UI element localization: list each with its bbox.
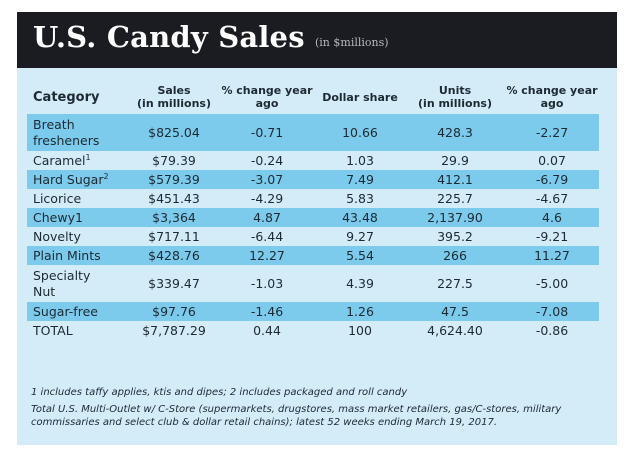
cell-category: Specialty Nut [33,267,91,299]
cell-category: TOTAL [33,322,73,338]
table-header-row: Category Sales (in millions) % change yea… [27,82,599,114]
cell-sales: $7,787.29 [142,322,206,338]
cell-dollar-share: 7.49 [315,170,405,189]
cell-units: 227.5 [437,275,473,291]
table-row: Caramel1 $79.39 -0.24 1.03 29.9 0.07 [27,151,599,170]
table-row: Plain Mints $428.76 12.27 5.54 266 11.27 [27,246,599,265]
cell-category: Caramel1 [33,152,91,168]
table-row: TOTAL $7,787.29 0.44 100 4,624.40 -0.86 [27,321,599,340]
cell-dollar-share: 10.66 [315,114,405,151]
cell-dollar-share: 43.48 [315,208,405,227]
cell-units-change: -9.21 [535,228,569,244]
cell-units: 395.2 [437,228,473,244]
column-header-sales: Sales (in millions) [137,84,211,110]
column-header-dollar-share: Dollar share [322,90,398,104]
cell-units: 47.5 [405,302,505,321]
source-note: Total U.S. Multi-Outlet w/ C-Store (supe… [31,404,562,428]
cell-category: Licorice [33,190,82,206]
cell-sales-change: -4.29 [250,190,284,206]
table-row: Breath fresheners $825.04 -0.71 10.66 428.3 -2… [27,114,599,151]
cell-sales: $428.76 [129,246,219,265]
footnote-marker: 2 [103,171,109,181]
cell-units-change: -5.00 [535,275,569,291]
cell-sales: $451.43 [148,190,200,206]
cell-dollar-share: 1.03 [346,152,374,168]
cell-units-change: -7.08 [505,302,599,321]
cell-units: 266 [405,246,505,265]
cell-category: Sugar-free [27,302,129,321]
table-row: Licorice $451.43 -4.29 5.83 225.7 -4.67 [27,189,599,208]
cell-sales: $717.11 [148,228,200,244]
table-row: Sugar-free $97.76 -1.46 1.26 47.5 -7.08 [27,302,599,321]
footnote-marker: 1 [85,152,91,162]
candy-sales-panel: U.S. Candy Sales (in $millions) Category… [17,12,617,445]
column-header-units: Units (in millions) [418,84,492,110]
candy-sales-table: Category Sales (in millions) % change yea… [27,82,599,340]
cell-sales-change: 4.87 [219,208,315,227]
column-header-category: Category [33,89,100,105]
cell-units: 2,137.90 [405,208,505,227]
cell-sales-change: -0.71 [219,114,315,151]
cell-units-change: 0.07 [538,152,566,168]
table-row: Chewy1 $3,364 4.87 43.48 2,137.90 4.6 [27,208,599,227]
cell-units: 4,624.40 [427,322,483,338]
cell-sales: $579.39 [129,170,219,189]
cell-sales-change: -3.07 [219,170,315,189]
cell-units-change: -4.67 [535,190,569,206]
cell-units-change: 4.6 [505,208,599,227]
cell-category: Novelty [33,228,81,244]
cell-sales-change: -6.44 [250,228,284,244]
footnote: 1 includes taffy applies, ktis and dipes… [31,387,408,398]
column-header-sales-change: % change year ago [221,84,313,110]
cell-category: Chewy1 [27,208,129,227]
cell-units-change: -2.27 [505,114,599,151]
cell-category: Breath fresheners [27,114,129,151]
title-bar: U.S. Candy Sales (in $millions) [17,12,617,68]
cell-sales-change: -1.46 [219,302,315,321]
table-row: Specialty Nut $339.47 -1.03 4.39 227.5 -5.00 [27,265,599,302]
cell-dollar-share: 9.27 [346,228,374,244]
cell-dollar-share: 4.39 [346,275,374,291]
cell-sales: $97.76 [129,302,219,321]
cell-dollar-share: 5.83 [346,190,374,206]
cell-dollar-share: 100 [348,322,372,338]
cell-dollar-share: 1.26 [315,302,405,321]
cell-units-change: -6.79 [505,170,599,189]
cell-units: 428.3 [405,114,505,151]
cell-category: Hard Sugar2 [27,170,129,189]
cell-units: 225.7 [437,190,473,206]
cell-units: 29.9 [441,152,469,168]
column-header-units-change: % change year ago [506,84,598,110]
cell-sales-change: 0.44 [253,322,281,338]
table-notes: 1 includes taffy applies, ktis and dipes… [31,386,611,433]
table-row: Novelty $717.11 -6.44 9.27 395.2 -9.21 [27,227,599,246]
cell-category: Plain Mints [27,246,129,265]
cell-sales-change: 12.27 [219,246,315,265]
cell-units-change: -0.86 [535,322,569,338]
cell-sales-change: -1.03 [250,275,284,291]
cell-dollar-share: 5.54 [315,246,405,265]
table-row: Hard Sugar2 $579.39 -3.07 7.49 412.1 -6.79 [27,170,599,189]
page-subtitle: (in $millions) [315,36,389,49]
cell-sales: $79.39 [152,152,196,168]
cell-sales: $825.04 [129,114,219,151]
cell-units-change: 11.27 [505,246,599,265]
cell-sales: $339.47 [148,275,200,291]
cell-sales: $3,364 [129,208,219,227]
cell-sales-change: -0.24 [250,152,284,168]
cell-units: 412.1 [405,170,505,189]
page-title: U.S. Candy Sales [33,20,305,54]
